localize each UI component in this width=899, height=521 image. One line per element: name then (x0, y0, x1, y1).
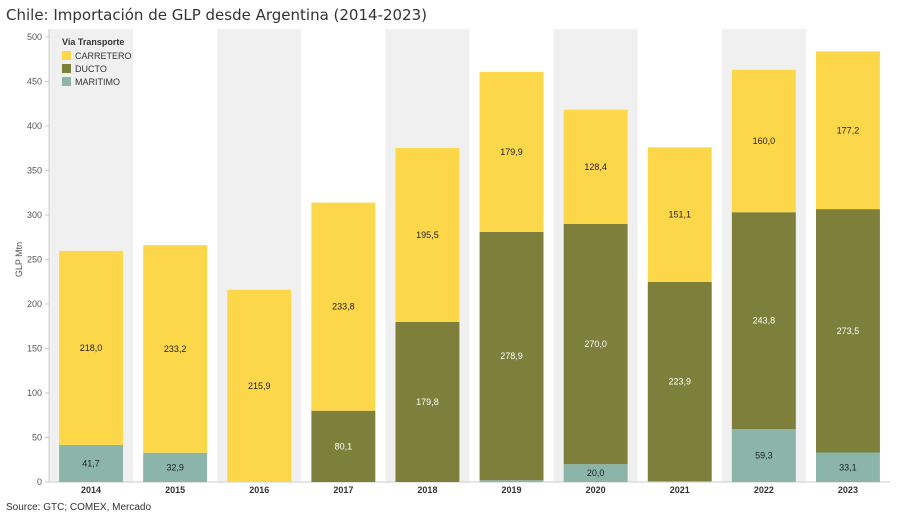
legend-item: MARITIMO (75, 77, 120, 87)
data-label: 20,0 (587, 468, 605, 478)
bar-carretero (731, 69, 796, 213)
bar-maritimo (731, 429, 796, 482)
x-tick-label: 2022 (754, 485, 774, 495)
data-label: 243,8 (753, 316, 776, 326)
bar-carretero (59, 250, 124, 445)
data-label: 233,8 (332, 302, 355, 312)
data-label: 195,5 (416, 230, 439, 240)
x-tick-label: 2017 (333, 485, 353, 495)
bar-carretero (227, 289, 292, 482)
data-label: 32,9 (166, 462, 184, 472)
source-note: Source: GTC; COMEX, Mercado (6, 502, 152, 513)
y-tick-label: 0 (37, 477, 42, 487)
data-label: 273,5 (837, 326, 860, 336)
y-tick-label: 100 (27, 388, 42, 398)
x-tick-label: 2015 (165, 485, 185, 495)
data-label: 278,9 (500, 351, 523, 361)
x-tick-label: 2014 (81, 485, 101, 495)
data-label: 177,2 (837, 125, 860, 135)
bar-ducto (731, 212, 796, 430)
data-label: 233,2 (164, 344, 187, 354)
data-label: 215,9 (248, 381, 271, 391)
legend-title: Via Transporte (62, 37, 124, 47)
legend-swatch (62, 51, 71, 60)
data-label: 80,1 (335, 441, 353, 451)
data-label: 179,8 (416, 397, 439, 407)
y-tick-label: 250 (27, 255, 42, 265)
bar-carretero (479, 71, 544, 232)
y-tick-label: 150 (27, 344, 42, 354)
y-tick-label: 200 (27, 299, 42, 309)
data-label: 218,0 (80, 343, 103, 353)
legend-item: DUCTO (75, 64, 107, 74)
y-tick-label: 450 (27, 77, 42, 87)
x-tick-label: 2023 (838, 485, 858, 495)
bar-maritimo (815, 452, 880, 482)
data-label: 151,1 (668, 210, 691, 220)
chart-title: Chile: Importación de GLP desde Argentin… (6, 6, 428, 24)
y-tick-label: 50 (32, 433, 42, 443)
y-tick-label: 500 (27, 32, 42, 42)
data-label: 41,7 (82, 458, 100, 468)
y-tick-label: 400 (27, 121, 42, 131)
bar-carretero (563, 109, 628, 224)
x-tick-label: 2021 (670, 485, 690, 495)
data-label: 270,0 (584, 339, 607, 349)
bar-maritimo (143, 452, 208, 482)
bar-carretero (311, 202, 376, 411)
bar-ducto (311, 410, 376, 482)
bar-carretero (647, 147, 712, 282)
x-tick-label: 2019 (502, 485, 522, 495)
bar-ducto (563, 223, 628, 465)
bar-carretero (395, 147, 460, 322)
bar-carretero (143, 245, 208, 453)
data-label: 33,1 (839, 462, 857, 472)
legend-item: CARRETERO (75, 51, 132, 61)
bar-carretero (815, 51, 880, 210)
x-tick-label: 2020 (586, 485, 606, 495)
y-tick-label: 300 (27, 210, 42, 220)
bar-maritimo (479, 480, 544, 482)
bar-ducto (815, 209, 880, 453)
y-axis-label: GLP Mtn (14, 242, 24, 277)
legend-swatch (62, 77, 71, 86)
y-tick-label: 350 (27, 166, 42, 176)
x-tick-label: 2018 (417, 485, 437, 495)
data-label: 59,3 (755, 451, 773, 461)
bar-ducto (479, 231, 544, 481)
bar-maritimo (59, 444, 124, 482)
data-label: 179,9 (500, 147, 523, 157)
bar-ducto (647, 281, 712, 482)
data-label: 160,0 (753, 136, 776, 146)
legend-swatch (62, 64, 71, 73)
data-label: 128,4 (584, 162, 607, 172)
bar-ducto (395, 321, 460, 482)
x-tick-label: 2016 (249, 485, 269, 495)
data-label: 223,9 (668, 376, 691, 386)
bar-maritimo (563, 464, 628, 482)
bar-maritimo (647, 481, 712, 482)
